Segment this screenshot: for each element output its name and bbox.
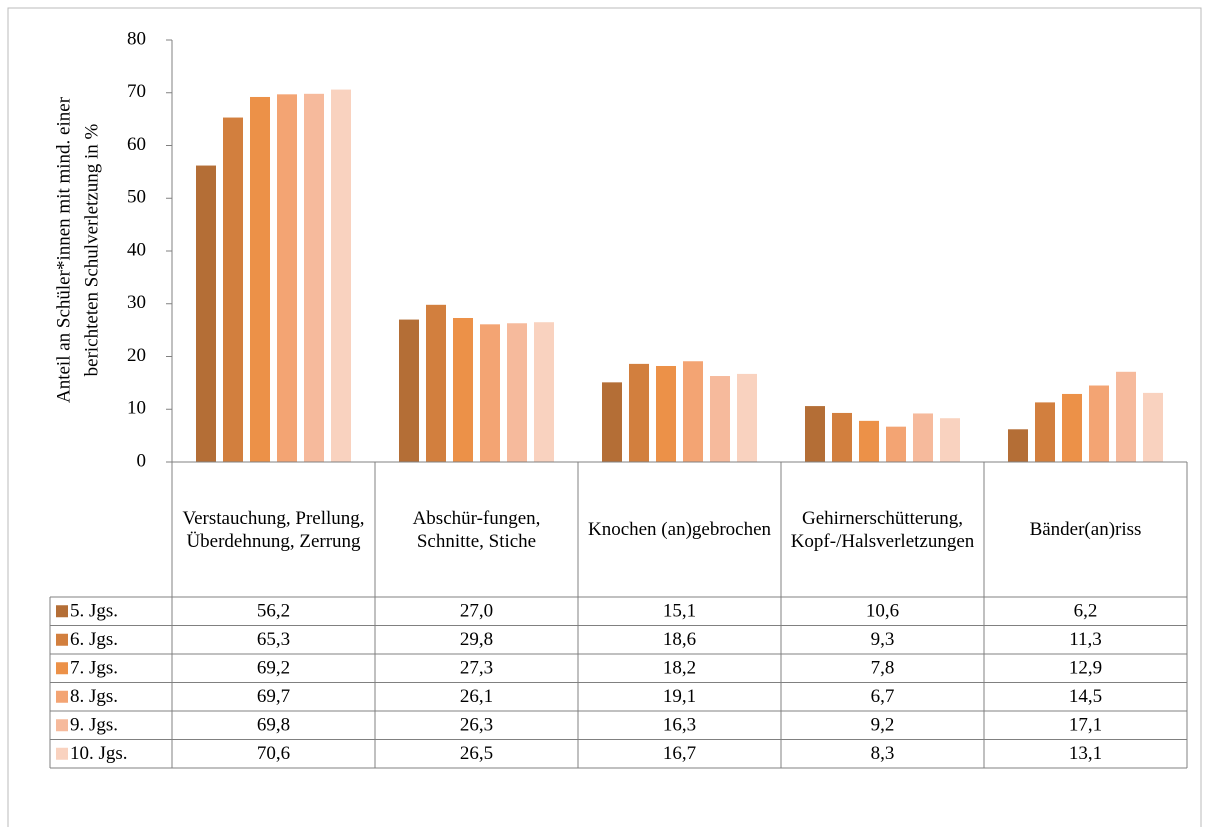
legend-label: 8. Jgs. (70, 686, 118, 707)
legend-swatch (56, 747, 68, 760)
bar (1089, 385, 1109, 462)
bar (507, 323, 527, 462)
y-tick-label: 80 (127, 28, 146, 49)
data-label: 18,2 (663, 658, 696, 679)
x-tick-label: Verstauchung, Prellung, Überdehnung, Zer… (182, 507, 365, 552)
data-label: 9,2 (871, 715, 895, 736)
legend-label: 7. Jgs. (70, 658, 118, 679)
y-tick-label: 30 (127, 292, 146, 313)
bar (480, 324, 500, 462)
legend-swatch (56, 605, 68, 618)
bar (913, 413, 933, 462)
bar (331, 89, 351, 463)
bar (859, 420, 879, 462)
data-label: 11,3 (1069, 629, 1102, 650)
bar (710, 376, 730, 462)
data-label: 18,6 (663, 629, 696, 650)
bar (832, 412, 852, 462)
y-tick-label: 40 (127, 239, 146, 260)
data-label: 56,2 (257, 601, 290, 622)
bar (1035, 402, 1055, 462)
y-axis-label: berichteten Schulverletzung in % (81, 123, 102, 376)
legend-label: 5. Jgs. (70, 601, 118, 622)
data-label: 29,8 (460, 629, 493, 650)
data-label: 9,3 (871, 629, 895, 650)
bar (886, 426, 906, 462)
frame (7, 7, 1202, 827)
data-label: 69,2 (257, 658, 290, 679)
data-label: 69,7 (257, 686, 290, 707)
data-label: 7,8 (871, 658, 895, 679)
y-tick-label: 70 (127, 81, 146, 102)
data-label: 16,3 (663, 715, 696, 736)
category-cell: Gehirnerschütterung, Kopf-/Halsverletzun… (790, 507, 975, 552)
data-label: 27,0 (460, 601, 493, 622)
y-tick-label: 0 (137, 450, 147, 471)
data-label: 27,3 (460, 658, 493, 679)
data-label: 8,3 (871, 743, 895, 764)
data-label: 14,5 (1069, 686, 1102, 707)
data-label: 15,1 (663, 601, 696, 622)
data-label: 12,9 (1069, 658, 1102, 679)
y-tick-label: 60 (127, 134, 146, 155)
bar (304, 93, 324, 463)
x-tick-label: Knochen (an)gebrochen (587, 519, 772, 540)
bar (1062, 393, 1082, 462)
x-tick-label: Abschür-fungen, Schnitte, Stiche (412, 507, 541, 552)
y-tick-label: 10 (127, 398, 146, 419)
bar (737, 373, 757, 462)
data-label: 10,6 (866, 601, 899, 622)
bar (534, 322, 554, 462)
category-cell: Bänder(an)riss (1029, 519, 1142, 540)
bar (683, 361, 703, 462)
bar (656, 365, 676, 462)
bar (453, 317, 473, 462)
data-label: 13,1 (1069, 743, 1102, 764)
bar (602, 382, 622, 462)
data-label: 6,7 (871, 686, 895, 707)
bar (940, 418, 960, 462)
legend-label: 6. Jgs. (70, 629, 118, 650)
legend-label: 9. Jgs. (70, 715, 118, 736)
legend-label: 10. Jgs. (70, 743, 128, 764)
category-cell: Verstauchung, Prellung, Überdehnung, Zer… (182, 507, 365, 552)
y-tick-label: 20 (127, 345, 146, 366)
bar (399, 319, 419, 462)
bar (250, 96, 270, 462)
data-label: 6,2 (1074, 601, 1098, 622)
bar (223, 117, 243, 462)
category-cell: Knochen (an)gebrochen (587, 519, 772, 540)
y-axis-label: Anteil an Schüler*innen mit mind. einer (53, 96, 74, 403)
data-label: 69,8 (257, 715, 290, 736)
bar (196, 165, 216, 463)
legend-swatch (56, 662, 68, 675)
data-label: 16,7 (663, 743, 696, 764)
bar (277, 94, 297, 463)
legend-swatch (56, 719, 68, 732)
legend-swatch (56, 633, 68, 646)
bar (805, 406, 825, 462)
data-label: 26,5 (460, 743, 493, 764)
bar (1008, 429, 1028, 462)
category-cell: Abschür-fungen, Schnitte, Stiche (412, 507, 541, 552)
data-label: 26,3 (460, 715, 493, 736)
bar (1143, 392, 1163, 462)
y-tick-label: 50 (127, 187, 146, 208)
data-label: 26,1 (460, 686, 493, 707)
data-label: 17,1 (1069, 715, 1102, 736)
data-label: 19,1 (663, 686, 696, 707)
x-tick-label: Bänder(an)riss (1029, 519, 1142, 540)
data-label: 65,3 (257, 629, 290, 650)
legend-swatch (56, 690, 68, 703)
data-label: 70,6 (257, 743, 290, 764)
x-tick-label: Gehirnerschütterung, Kopf-/Halsverletzun… (790, 507, 975, 552)
bar (426, 304, 446, 462)
bar (1116, 371, 1136, 462)
bar (629, 363, 649, 462)
